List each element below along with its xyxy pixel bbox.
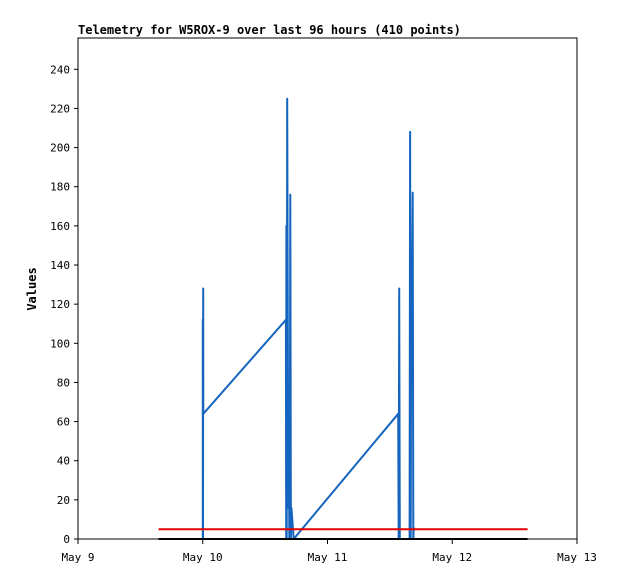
- plot-frame: [77, 37, 578, 540]
- y-axis: 0 20 40 60 80 100 120 140 160 180 200 220 240: [50, 63, 78, 546]
- y-tick-label: 80: [57, 376, 70, 389]
- series-line-1: [201, 97, 415, 540]
- x-axis: May 9 May 10 May 11 May 12 May 13: [61, 539, 597, 564]
- y-tick-label: 0: [63, 533, 70, 546]
- x-tick-label: May 9: [61, 551, 94, 564]
- x-tick-label: May 13: [557, 551, 597, 564]
- y-tick-label: 220: [50, 102, 70, 115]
- y-tick-label: 20: [57, 494, 70, 507]
- y-tick-label: 100: [50, 337, 70, 350]
- series-layer: [158, 97, 528, 540]
- chart-title: Telemetry for W5ROX-9 over last 96 hours…: [78, 23, 461, 37]
- y-tick-label: 40: [57, 455, 70, 468]
- y-tick-label: 240: [50, 63, 70, 76]
- y-tick-label: 200: [50, 142, 70, 155]
- x-tick-label: May 11: [308, 551, 348, 564]
- y-axis-label: Values: [25, 267, 39, 310]
- x-tick-label: May 10: [183, 551, 223, 564]
- y-tick-label: 160: [50, 220, 70, 233]
- y-tick-label: 180: [50, 181, 70, 194]
- x-tick-label: May 12: [432, 551, 472, 564]
- y-tick-label: 140: [50, 259, 70, 272]
- y-tick-label: 60: [57, 416, 70, 429]
- y-tick-label: 120: [50, 298, 70, 311]
